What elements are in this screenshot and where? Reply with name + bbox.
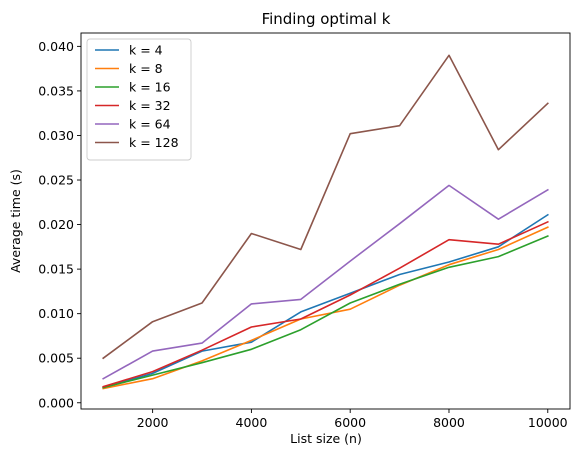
y-tick-label: 0.000 xyxy=(38,395,74,410)
legend-label: k = 32 xyxy=(129,98,171,113)
x-tick-label: 6000 xyxy=(334,415,366,430)
series-line-4 xyxy=(103,185,548,378)
y-tick-label: 0.005 xyxy=(38,351,74,366)
legend-label: k = 128 xyxy=(129,135,179,150)
series-line-3 xyxy=(103,222,548,387)
y-tick-label: 0.020 xyxy=(38,217,74,232)
x-tick-label: 8000 xyxy=(433,415,465,430)
legend-label: k = 8 xyxy=(129,61,163,76)
x-axis-label: List size (n) xyxy=(290,431,362,446)
x-tick-label: 2000 xyxy=(137,415,169,430)
y-tick-label: 0.035 xyxy=(38,83,74,98)
x-tick-label: 10000 xyxy=(528,415,568,430)
x-axis: 2000 4000 6000 8000 10000 xyxy=(137,409,568,430)
chart-title: Finding optimal k xyxy=(262,10,391,28)
legend-label: k = 64 xyxy=(129,117,171,132)
legend-label: k = 16 xyxy=(129,80,171,95)
legend: k = 4 k = 8 k = 16 k = 32 k = 64 k = 128 xyxy=(87,39,191,160)
y-tick-label: 0.030 xyxy=(38,128,74,143)
y-tick-label: 0.025 xyxy=(38,173,74,188)
y-tick-label: 0.015 xyxy=(38,262,74,277)
y-tick-label: 0.010 xyxy=(38,306,74,321)
y-tick-label: 0.040 xyxy=(38,39,74,54)
legend-label: k = 4 xyxy=(129,43,163,58)
y-axis: 0.000 0.005 0.010 0.015 0.020 0.025 0.030 0.035… xyxy=(38,39,81,410)
series-line-0 xyxy=(103,215,548,388)
x-tick-label: 4000 xyxy=(236,415,268,430)
y-axis-label: Average time (s) xyxy=(8,169,23,273)
